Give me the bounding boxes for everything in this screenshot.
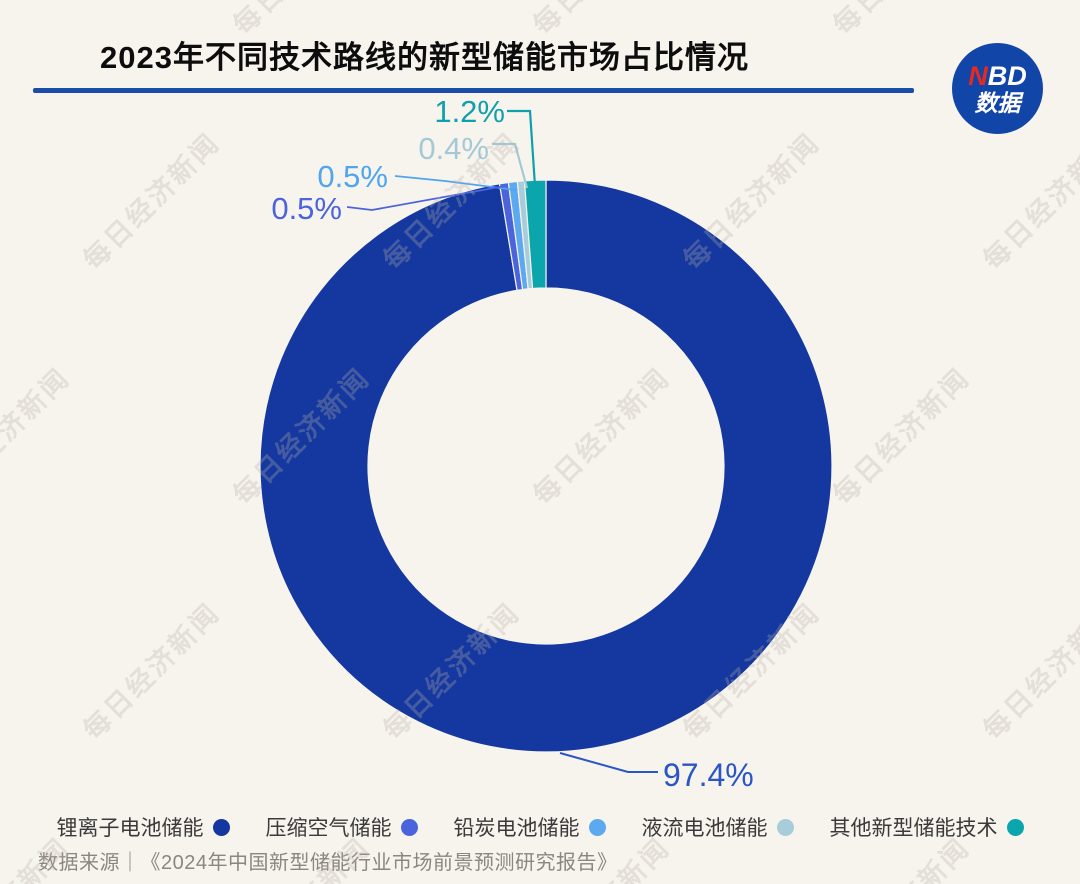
nbd-logo: NBD 数据 <box>952 43 1043 134</box>
pie-slice-4 <box>523 179 547 290</box>
chart-legend: 锂离子电池储能 压缩空气储能 铅炭电池储能 液流电池储能 其他新型储能技术 <box>0 812 1080 842</box>
leader-line-lithium <box>559 752 658 773</box>
leader-line-other <box>507 109 537 187</box>
nbd-logo-brand-n: N <box>968 61 988 92</box>
legend-dot <box>1006 818 1024 836</box>
legend-label: 锂离子电池储能 <box>56 817 204 840</box>
legend-label: 液流电池储能 <box>641 817 768 840</box>
callout-other-pct: 1.2% <box>434 94 505 129</box>
page-title: 2023年不同技术路线的新型储能市场占比情况 <box>100 40 749 75</box>
legend-label: 压缩空气储能 <box>265 817 392 840</box>
leader-line-compressed-air <box>346 185 506 211</box>
leader-line-flow-battery <box>492 142 529 189</box>
legend-item-lithium: 锂离子电池储能 <box>57 812 230 842</box>
callout-lead-carbon-pct: 0.5% <box>317 159 388 194</box>
title-divider <box>33 88 914 93</box>
nbd-logo-brand: NBD <box>968 62 1027 90</box>
donut-slices <box>259 179 833 753</box>
legend-item-lead-carbon: 铅炭电池储能 <box>454 812 606 842</box>
nbd-logo-subtitle: 数据 <box>974 89 1021 116</box>
data-source-text: 数据来源｜《2024年中国新型储能行业市场前景预测研究报告》 <box>38 852 618 874</box>
legend-dot <box>588 818 606 836</box>
callout-compressed-air-pct: 0.5% <box>271 191 342 226</box>
legend-label: 其他新型储能技术 <box>829 817 998 840</box>
legend-dot <box>776 818 794 836</box>
legend-item-compressed-air: 压缩空气储能 <box>266 812 418 842</box>
legend-label: 铅炭电池储能 <box>453 817 580 840</box>
callout-flow-battery-pct: 0.4% <box>418 131 489 166</box>
pie-slice-0 <box>259 179 833 753</box>
callout-lithium-pct: 97.4% <box>663 757 754 793</box>
legend-item-other: 其他新型储能技术 <box>830 812 1024 842</box>
leader-line-lead-carbon <box>394 175 517 191</box>
legend-dot <box>400 818 418 836</box>
nbd-logo-brand-bd: BD <box>987 61 1027 92</box>
legend-dot <box>212 818 230 836</box>
legend-item-flow-battery: 液流电池储能 <box>642 812 794 842</box>
